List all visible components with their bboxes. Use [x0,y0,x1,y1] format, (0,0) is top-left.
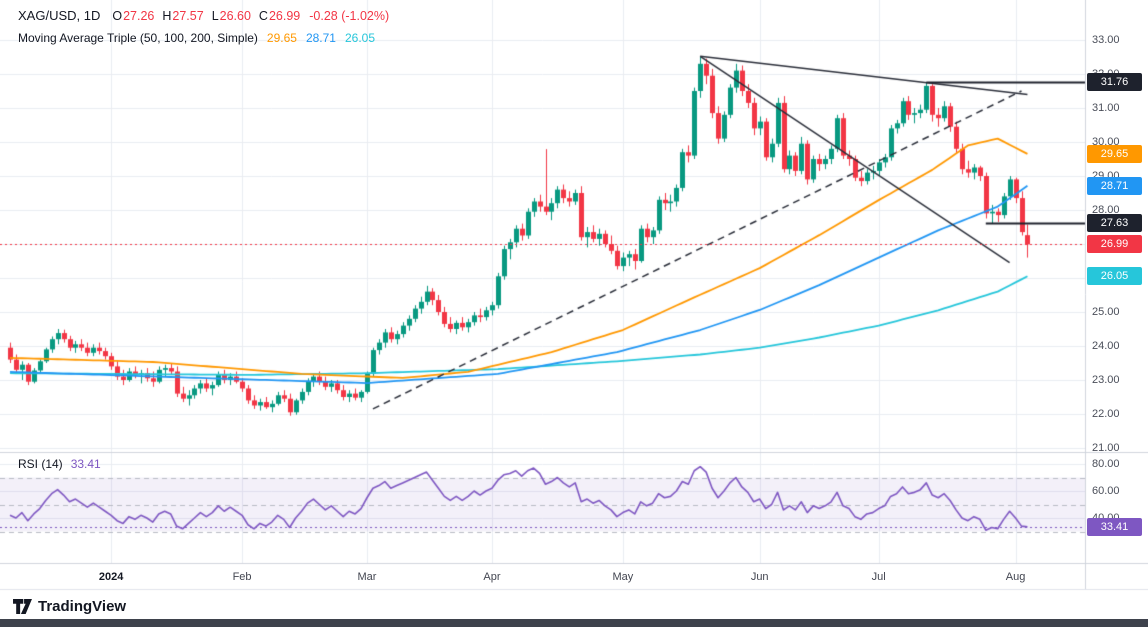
price-tick-label: 22.00 [1092,408,1120,420]
bottom-strip [0,619,1148,627]
time-tick-Jul: Jul [871,571,886,583]
ohlc-o: O27.26 [112,9,155,23]
time-tick-Mar: Mar [357,571,377,583]
price-tick-label: 31.00 [1092,102,1120,114]
price-tick-label: 23.00 [1092,374,1120,386]
price-badge-29.65: 29.65 [1087,144,1142,163]
rsi-legend: RSI (14) 33.41 [18,457,101,471]
tradingview-logo-text: TradingView [38,597,127,615]
indicator-title[interactable]: Moving Average Triple (50, 100, 200, Sim… [18,31,258,45]
time-tick-Jun: Jun [750,571,769,583]
rsi-value: 33.41 [70,457,101,471]
price-tick-label: 33.00 [1092,34,1120,46]
time-tick-Aug: Aug [1005,571,1026,583]
tradingview-logo[interactable]: TradingView [13,595,126,617]
rsi-tick-label: 60.00 [1092,485,1120,497]
time-tick-Feb: Feb [232,571,252,583]
price-badge-31.76: 31.76 [1087,73,1142,92]
time-tick-May: May [612,571,634,583]
time-axis[interactable]: 2024 Feb Mar Apr May Jun Jul Aug [0,563,1085,590]
price-axis[interactable]: 33.0032.0031.0030.0029.0028.0025.0024.00… [1085,0,1148,590]
ma-values: 29.65 28.71 26.05 [258,31,375,45]
price-tick-label: 25.00 [1092,306,1120,318]
ohlc-l: L26.60 [211,9,251,23]
chart-legend: XAG/USD, 1D O27.26 H27.57 L26.60 C26.99 -0.28… [18,8,389,45]
price-tick-label: 21.00 [1092,442,1120,454]
price-change: -0.28 (-1.02%) [309,9,390,23]
ohlc-values: O27.26 H27.57 L26.60 C26.99 [104,8,300,23]
tradingview-logo-icon [13,598,32,614]
time-tick-2024: 2024 [98,571,124,583]
rsi-badge: 33.41 [1087,517,1142,536]
rsi-tick-label: 80.00 [1092,458,1120,470]
price-badge-27.63: 27.63 [1087,213,1142,232]
indicator-row: Moving Average Triple (50, 100, 200, Sim… [18,31,389,45]
price-badge-26.99: 26.99 [1087,235,1142,254]
time-tick-Apr: Apr [483,571,501,583]
price-tick-label: 24.00 [1092,340,1120,352]
ohlc-h: H27.57 [162,9,204,23]
symbol-row: XAG/USD, 1D O27.26 H27.57 L26.60 C26.99 -0.28… [18,8,389,23]
price-badge-26.05: 26.05 [1087,267,1142,286]
ohlc-c: C26.99 [258,9,301,23]
symbol-title[interactable]: XAG/USD, 1D [18,8,101,23]
ma-value: 26.05 [344,31,376,45]
ma-value: 29.65 [266,31,297,45]
ma-value: 28.71 [305,31,336,45]
price-tick-label: 28.00 [1092,204,1120,216]
price-badge-28.71: 28.71 [1087,176,1142,195]
rsi-title[interactable]: RSI (14) [18,457,63,471]
